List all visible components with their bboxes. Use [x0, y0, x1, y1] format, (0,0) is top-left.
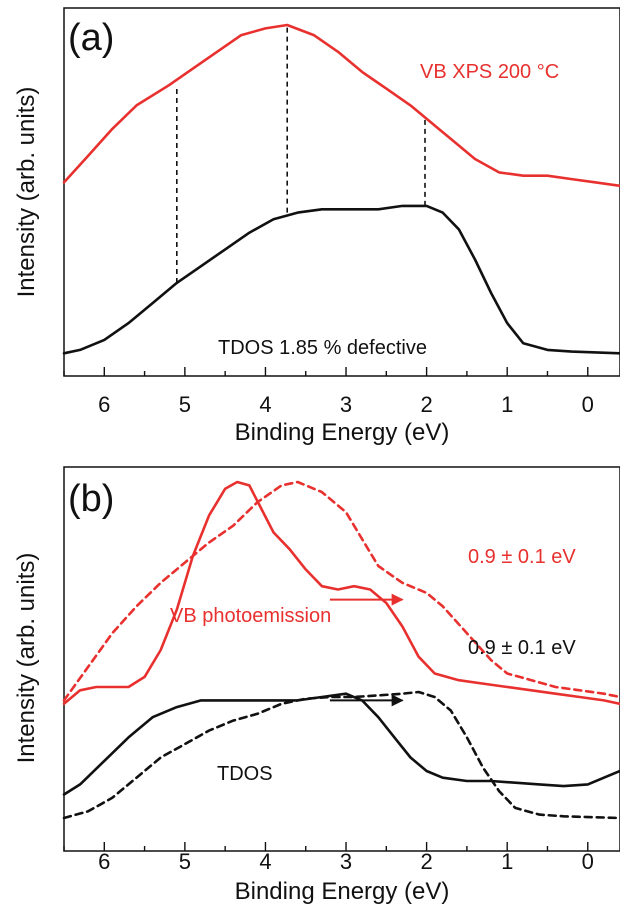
panel-b-arrows [329, 593, 404, 707]
panel-a-tick-label: 3 [340, 392, 352, 417]
panel-a-ylabel: Intensity (arb. units) [13, 87, 40, 298]
panel-a: (a) 6 5 4 3 2 1 0 VB XPS 200 °C TDOS 1.85 % de… [13, 7, 620, 446]
panel-b-tick-label: 1 [501, 849, 513, 874]
panel-a-tick-label: 2 [420, 392, 432, 417]
panel-b-tick-label: 6 [98, 849, 110, 874]
panel-a-ticks: 6 5 4 3 2 1 0 [63, 367, 594, 417]
panel-b-tick-label: 5 [179, 849, 191, 874]
annotation-shift-red: 0.9 ± 0.1 eV [468, 546, 576, 568]
panel-b-xlabel: Binding Energy (eV) [235, 878, 450, 905]
panel-b-series-3-line [62, 690, 620, 820]
panel-a-xlabel: Binding Energy (eV) [235, 419, 450, 446]
annotation-tdos: TDOS [217, 763, 273, 785]
panel-b-tick-label: 4 [259, 849, 271, 874]
annotation-vb-xps: VB XPS 200 °C [420, 61, 559, 83]
panel-a-vlines [176, 25, 426, 283]
panel-b-tick-label: 0 [582, 849, 594, 874]
panel-a-tick-label: 0 [582, 392, 594, 417]
panel-a-frame [63, 7, 620, 377]
panel-a-tick-label: 4 [259, 392, 271, 417]
panel-a-tick-label: 5 [179, 392, 191, 417]
panel-b-series-0-line [62, 480, 620, 706]
panel-b-tick-label: 2 [420, 849, 432, 874]
panel-b-series-1-line [62, 480, 620, 702]
panel-a-tick-label: 1 [501, 392, 513, 417]
panel-b: (b) 6 5 4 3 2 1 0 0.9 ± 0.1 eV VB photoemissio… [13, 466, 620, 905]
panel-b-ylabel: Intensity (arb. units) [13, 553, 40, 764]
panel-b-ticks: 6 5 4 3 2 1 0 [63, 842, 594, 874]
panel-b-label: (b) [68, 478, 114, 520]
panel-b-frame [63, 466, 620, 852]
annotation-vb-photoemission: VB photoemission [170, 605, 331, 627]
panel-a-label: (a) [68, 17, 114, 59]
panel-a-tick-label: 6 [98, 392, 110, 417]
panel-a-series [62, 23, 620, 355]
panel-b-tick-label: 3 [340, 849, 352, 874]
annotation-shift-black: 0.9 ± 0.1 eV [468, 637, 576, 659]
annotation-tdos-defective: TDOS 1.85 % defective [218, 337, 427, 359]
panel-a-series-0-line [62, 23, 620, 188]
panel-a-series-1-line [62, 204, 620, 355]
panel-b-series-2-line [62, 692, 620, 796]
